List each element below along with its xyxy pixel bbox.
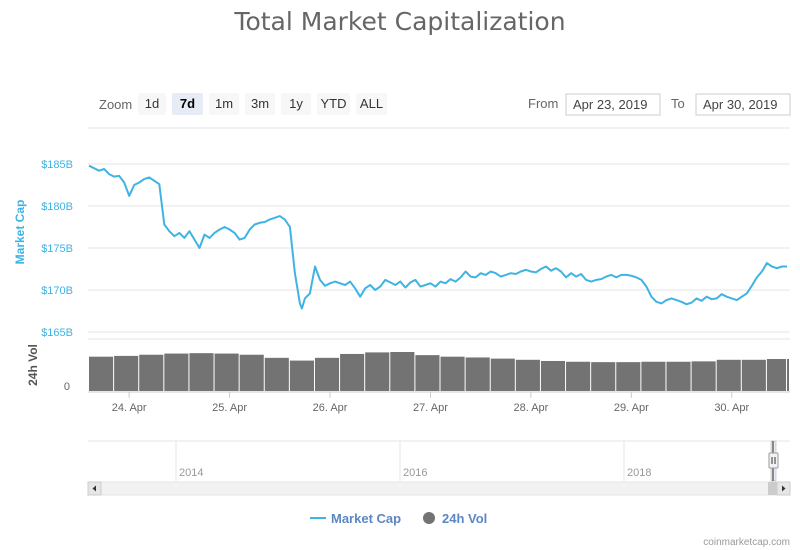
volume-bar: [515, 359, 540, 391]
scrollbar-thumb[interactable]: [768, 482, 778, 495]
volume-bar: [164, 353, 189, 391]
x-tick-label: 28. Apr: [513, 402, 548, 414]
zoom-button-7d[interactable]: 7d: [172, 93, 203, 115]
to-date-input[interactable]: Apr 30, 2019: [695, 93, 791, 116]
chevron-right-icon: [782, 485, 786, 492]
volume-bar: [766, 359, 786, 391]
zoom-button-label: ALL: [360, 96, 383, 111]
volume-bar: [289, 360, 314, 391]
volume-bar: [415, 355, 440, 391]
from-date-input[interactable]: Apr 23, 2019: [565, 93, 661, 116]
credit-link[interactable]: coinmarketcap.com: [703, 537, 790, 548]
zoom-button-all[interactable]: ALL: [356, 93, 387, 115]
from-label: From: [528, 96, 558, 111]
y-tick-label: $165B: [41, 327, 73, 339]
volume-bar: [89, 356, 114, 391]
volume-bar: [566, 361, 591, 391]
zoom-label: Zoom: [99, 97, 132, 112]
chart-title: Total Market Capitalization: [233, 7, 565, 36]
zoom-button-3m[interactable]: 3m: [245, 93, 275, 115]
scrollbar-track[interactable]: [87, 481, 791, 496]
zoom-button-1d[interactable]: 1d: [138, 93, 166, 115]
volume-bars: [89, 352, 789, 391]
volume-bar: [741, 359, 766, 391]
volume-bar: [264, 357, 289, 391]
to-date-value: Apr 30, 2019: [703, 97, 777, 112]
y-tick-label: $180B: [41, 201, 73, 213]
range-selector: Zoom 1d 7d 1m 3m 1y YTD ALL From Apr 23, 2019 …: [99, 93, 791, 116]
scroll-left-button[interactable]: [87, 481, 102, 496]
legend: Market Cap 24h Vol: [310, 511, 487, 526]
volume-axis-zero: 0: [64, 381, 70, 393]
x-axis-ticks: 24. Apr 25. Apr 26. Apr 27. Apr 28. Apr 29. A…: [112, 392, 750, 414]
volume-bar: [214, 353, 239, 391]
volume-bar: [440, 356, 465, 391]
from-date-value: Apr 23, 2019: [573, 97, 647, 112]
zoom-button-label: 3m: [251, 96, 269, 111]
legend-item-24h-vol[interactable]: 24h Vol: [423, 511, 487, 526]
volume-bar: [465, 357, 490, 391]
volume-bar: [490, 358, 515, 391]
market-cap-line: [88, 164, 787, 310]
volume-bar: [691, 361, 716, 391]
x-tick-label: 24. Apr: [112, 402, 147, 414]
volume-axis-label: 24h Vol: [26, 344, 40, 386]
legend-item-market-cap[interactable]: Market Cap: [310, 511, 401, 526]
volume-bar: [139, 354, 164, 391]
y-tick-label: $170B: [41, 285, 73, 297]
navigator-label-2018: 2018: [627, 467, 651, 479]
volume-bar: [114, 355, 139, 391]
volume-bar: [390, 352, 415, 391]
x-tick-label: 25. Apr: [212, 402, 247, 414]
volume-bar: [365, 352, 390, 391]
circle-swatch-icon: [423, 512, 435, 524]
x-tick-label: 26. Apr: [313, 402, 348, 414]
scrollbar[interactable]: [87, 481, 791, 496]
volume-bar: [591, 362, 616, 391]
volume-bar: [716, 359, 741, 391]
navigator[interactable]: 2014 2016 2018: [88, 440, 790, 482]
navigator-label-2014: 2014: [179, 467, 203, 479]
zoom-button-1y[interactable]: 1y: [281, 93, 311, 115]
zoom-button-1m[interactable]: 1m: [209, 93, 239, 115]
scroll-right-button[interactable]: [776, 481, 791, 496]
volume-bar: [314, 357, 340, 391]
zoom-button-label: 1y: [289, 96, 303, 111]
zoom-button-label: YTD: [321, 96, 347, 111]
y-tick-label: $175B: [41, 243, 73, 255]
grid-lines: [88, 163, 790, 333]
legend-label-market-cap: Market Cap: [331, 511, 401, 526]
volume-bar: [340, 353, 365, 391]
volume-bar: [189, 353, 214, 391]
volume-bar: [239, 354, 264, 391]
zoom-button-ytd[interactable]: YTD: [317, 93, 350, 115]
navigator-label-2016: 2016: [403, 467, 427, 479]
y-axis-label: Market Cap: [13, 200, 27, 265]
volume-bar: [786, 359, 789, 391]
volume-bar: [616, 362, 641, 391]
zoom-button-label: 1m: [215, 96, 233, 111]
chevron-left-icon: [92, 485, 96, 492]
volume-bar: [641, 361, 666, 391]
to-label: To: [671, 96, 685, 111]
x-tick-label: 30. Apr: [714, 402, 749, 414]
navigator-handle[interactable]: [768, 452, 779, 469]
volume-bar: [666, 361, 691, 391]
volume-bar: [540, 360, 566, 391]
y-tick-label: $185B: [41, 159, 73, 171]
x-tick-label: 29. Apr: [614, 402, 649, 414]
y-axis-ticks: $165B $170B $175B $180B $185B: [41, 159, 73, 339]
zoom-button-label: 7d: [180, 96, 195, 111]
legend-label-24h-vol: 24h Vol: [442, 511, 487, 526]
x-tick-label: 27. Apr: [413, 402, 448, 414]
zoom-buttons: 1d 7d 1m 3m 1y YTD ALL: [138, 93, 387, 115]
zoom-button-label: 1d: [145, 96, 159, 111]
